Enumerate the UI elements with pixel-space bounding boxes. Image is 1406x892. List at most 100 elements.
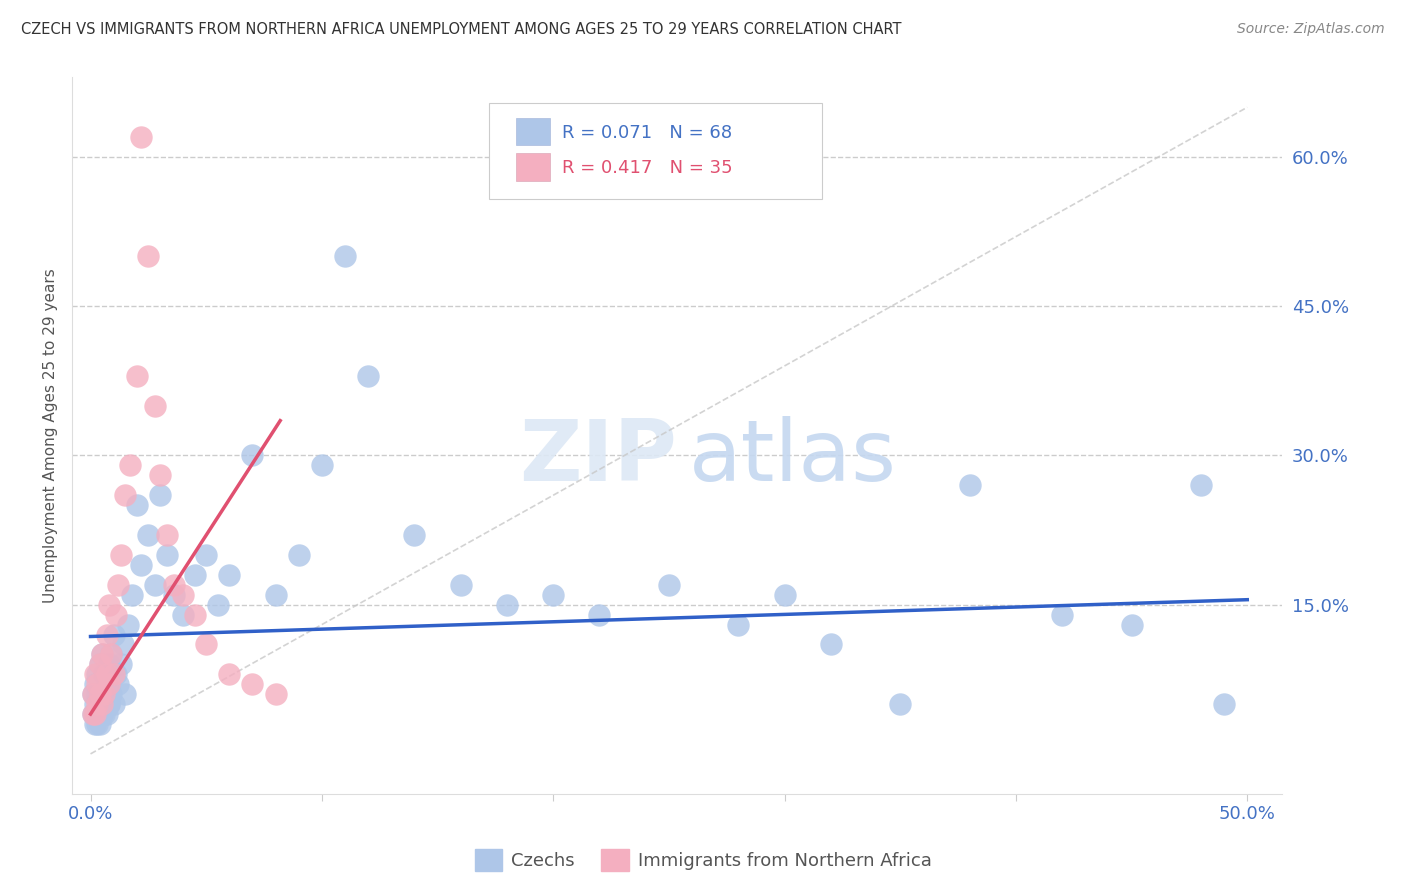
- Point: [114, 687, 136, 701]
- Point: [96, 677, 118, 691]
- Point: [311, 458, 333, 473]
- Point: [264, 588, 287, 602]
- Point: [1213, 697, 1236, 711]
- Text: CZECH VS IMMIGRANTS FROM NORTHERN AFRICA UNEMPLOYMENT AMONG AGES 25 TO 29 YEARS : CZECH VS IMMIGRANTS FROM NORTHERN AFRICA…: [21, 22, 901, 37]
- Point: [100, 687, 122, 701]
- Point: [588, 607, 610, 622]
- Point: [114, 488, 136, 502]
- Point: [84, 697, 107, 711]
- Point: [84, 717, 107, 731]
- Point: [89, 657, 111, 672]
- Point: [89, 717, 111, 731]
- Point: [820, 637, 842, 651]
- Point: [264, 687, 287, 701]
- FancyBboxPatch shape: [516, 153, 550, 180]
- Point: [131, 130, 153, 145]
- Point: [82, 687, 104, 701]
- Point: [84, 707, 107, 722]
- Point: [84, 677, 107, 691]
- Point: [242, 449, 264, 463]
- Point: [149, 468, 172, 483]
- Point: [143, 578, 166, 592]
- Point: [125, 498, 148, 512]
- Point: [96, 627, 118, 641]
- Point: [195, 548, 218, 562]
- Point: [98, 598, 121, 612]
- Point: [82, 687, 104, 701]
- Point: [89, 707, 111, 722]
- Point: [541, 588, 564, 602]
- Point: [658, 578, 681, 592]
- Point: [111, 637, 134, 651]
- Point: [91, 648, 114, 662]
- Point: [100, 648, 122, 662]
- Point: [287, 548, 309, 562]
- Point: [86, 687, 108, 701]
- Point: [496, 598, 519, 612]
- Point: [172, 607, 194, 622]
- Point: [125, 368, 148, 383]
- Point: [727, 617, 749, 632]
- Point: [1121, 617, 1143, 632]
- Text: atlas: atlas: [689, 416, 897, 499]
- Point: [183, 607, 205, 622]
- Point: [107, 578, 129, 592]
- Point: [183, 567, 205, 582]
- Point: [91, 697, 114, 711]
- Point: [172, 588, 194, 602]
- Point: [91, 707, 114, 722]
- Point: [143, 399, 166, 413]
- Point: [163, 578, 186, 592]
- Point: [404, 528, 426, 542]
- Point: [91, 648, 114, 662]
- Point: [131, 558, 153, 572]
- Point: [103, 667, 125, 681]
- Point: [1050, 607, 1073, 622]
- Point: [242, 677, 264, 691]
- FancyBboxPatch shape: [516, 119, 550, 145]
- Point: [450, 578, 472, 592]
- Text: Source: ZipAtlas.com: Source: ZipAtlas.com: [1237, 22, 1385, 37]
- Text: R = 0.417   N = 35: R = 0.417 N = 35: [562, 159, 733, 177]
- Point: [117, 617, 139, 632]
- Point: [218, 567, 240, 582]
- Point: [959, 478, 981, 492]
- Point: [89, 697, 111, 711]
- FancyBboxPatch shape: [489, 103, 823, 199]
- Point: [82, 707, 104, 722]
- Point: [93, 687, 115, 701]
- Point: [104, 607, 127, 622]
- Point: [218, 667, 240, 681]
- Point: [93, 707, 115, 722]
- Point: [91, 687, 114, 701]
- Point: [107, 677, 129, 691]
- Point: [86, 667, 108, 681]
- Point: [100, 648, 122, 662]
- Point: [357, 368, 380, 383]
- Point: [118, 458, 141, 473]
- Point: [104, 667, 127, 681]
- Point: [86, 697, 108, 711]
- Point: [207, 598, 229, 612]
- Point: [98, 657, 121, 672]
- Point: [195, 637, 218, 651]
- Point: [889, 697, 911, 711]
- Point: [98, 697, 121, 711]
- Point: [103, 697, 125, 711]
- Point: [773, 588, 796, 602]
- Legend: Czechs, Immigrants from Northern Africa: Czechs, Immigrants from Northern Africa: [467, 842, 939, 879]
- Point: [82, 707, 104, 722]
- Text: R = 0.071   N = 68: R = 0.071 N = 68: [562, 124, 733, 142]
- Point: [333, 250, 356, 264]
- Point: [138, 250, 160, 264]
- Point: [156, 528, 179, 542]
- Point: [86, 707, 108, 722]
- Point: [96, 707, 118, 722]
- Point: [89, 687, 111, 701]
- Point: [93, 697, 115, 711]
- Point: [110, 548, 132, 562]
- Point: [86, 717, 108, 731]
- Point: [138, 528, 160, 542]
- Point: [96, 667, 118, 681]
- Point: [84, 667, 107, 681]
